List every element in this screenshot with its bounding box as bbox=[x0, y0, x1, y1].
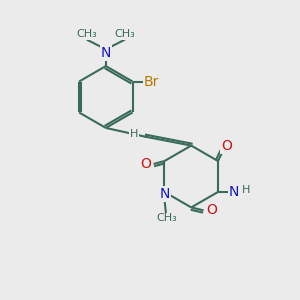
Text: N: N bbox=[100, 46, 111, 60]
Text: CH₃: CH₃ bbox=[156, 214, 177, 224]
Text: N: N bbox=[229, 185, 239, 199]
Text: O: O bbox=[221, 139, 232, 153]
Text: O: O bbox=[140, 157, 151, 171]
Text: H: H bbox=[130, 129, 139, 140]
Text: CH₃: CH₃ bbox=[76, 29, 97, 39]
Text: H: H bbox=[242, 185, 251, 196]
Text: O: O bbox=[206, 203, 217, 218]
Text: N: N bbox=[159, 187, 170, 201]
Text: Br: Br bbox=[144, 74, 159, 88]
Text: CH₃: CH₃ bbox=[115, 29, 135, 39]
